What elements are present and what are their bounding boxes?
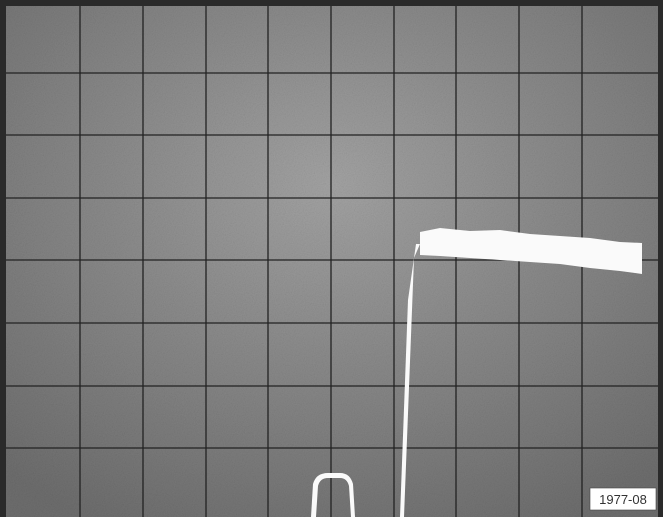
graticule: [6, 6, 658, 517]
figure-label: 1977-08: [599, 492, 647, 507]
trace: [311, 228, 642, 517]
label-box: [589, 487, 657, 511]
